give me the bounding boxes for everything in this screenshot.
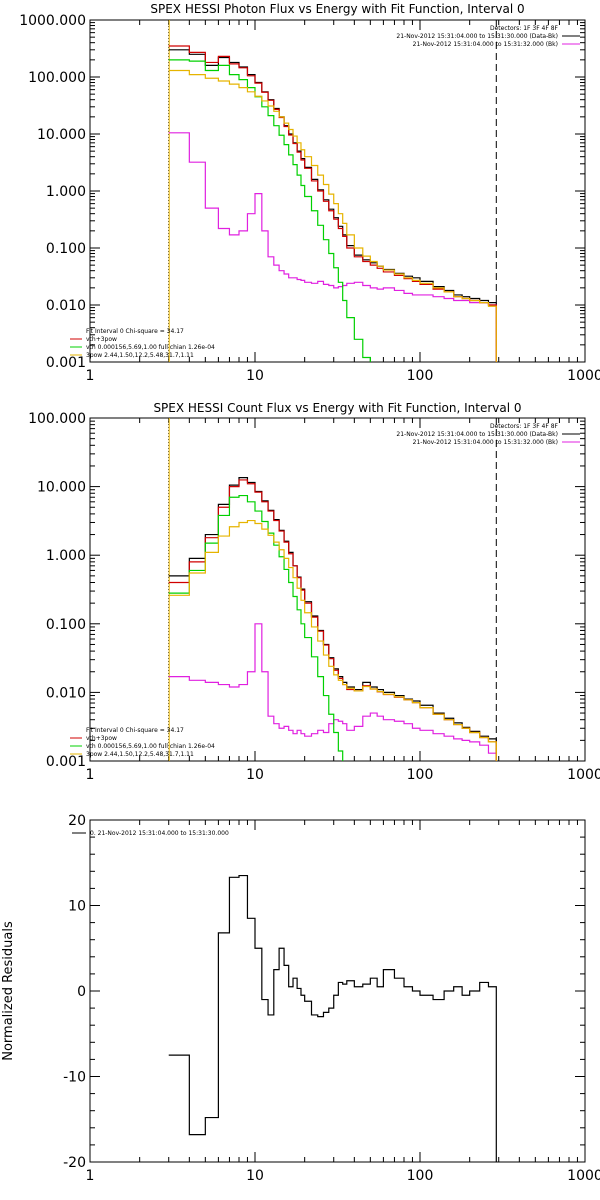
y-tick-label: 0.100 bbox=[46, 617, 86, 633]
y-tick-label: 0.001 bbox=[46, 355, 86, 371]
series-line bbox=[168, 59, 371, 362]
x-tick-label: 100 bbox=[407, 368, 434, 384]
y-axis-label: Normalized Residuals bbox=[1, 921, 16, 1061]
legend-entry: 21-Nov-2012 15:31:04.000 to 15:31:32.000… bbox=[413, 439, 558, 446]
chart-title: SPEX HESSI Photon Flux vs Energy with Fi… bbox=[150, 2, 524, 16]
series-line bbox=[168, 519, 497, 761]
series-line bbox=[168, 494, 344, 761]
x-tick-label: 1000 bbox=[567, 767, 600, 783]
y-tick-label: 0.010 bbox=[46, 685, 86, 701]
series-line bbox=[168, 69, 497, 362]
legend-entry: vth+3pow bbox=[86, 735, 117, 742]
x-tick-label: 10 bbox=[246, 767, 264, 783]
legend-entry: 3pow 2.44,1.50,12.2,5.48,31.7,1.11 bbox=[86, 352, 194, 359]
x-tick-label: 10 bbox=[246, 368, 264, 384]
y-tick-label: -10 bbox=[63, 1070, 86, 1086]
y-tick-label: 1.000 bbox=[46, 548, 86, 564]
x-tick-label: 1000 bbox=[567, 368, 600, 384]
y-tick-label: 10.000 bbox=[37, 127, 86, 143]
y-tick-label: 10.000 bbox=[37, 480, 86, 496]
chart-panel-3: 1 10 100 1000 -20 -10 0 10 20 Normalized Residual… bbox=[1, 813, 600, 1184]
series-line bbox=[168, 132, 497, 362]
plot-frame bbox=[89, 19, 586, 363]
chart-panel-1: SPEX HESSI Photon Flux vs Energy with Fi… bbox=[19, 2, 600, 384]
x-tick-label: 1 bbox=[86, 1168, 95, 1184]
y-tick-label: 100.000 bbox=[28, 411, 86, 427]
legend-entry: 3pow 2.44,1.50,12.2,5.48,31.7,1.11 bbox=[86, 751, 194, 758]
legend-entry: 21-Nov-2012 15:31:04.000 to 15:31:30.000… bbox=[396, 431, 558, 438]
legend-entry: vth 0.000156,5.69,1.00 full chian 1.26e-… bbox=[86, 344, 215, 351]
series-line bbox=[168, 45, 497, 362]
legend-entry: Fit Interval 0 Chi-square = 34.17 bbox=[86, 727, 184, 734]
legend-entry: 21-Nov-2012 15:31:04.000 to 15:31:30.000… bbox=[396, 33, 558, 40]
legend-entry: vth+3pow bbox=[86, 336, 117, 343]
legend-entry: Fit Interval 0 Chi-square = 34.17 bbox=[86, 328, 184, 335]
chart-title: SPEX HESSI Count Flux vs Energy with Fit… bbox=[153, 401, 521, 415]
legend-entry: vth 0.000156,5.69,1.00 full chian 1.26e-… bbox=[86, 743, 215, 750]
y-tick-label: 10 bbox=[68, 899, 86, 915]
y-tick-label: 0.010 bbox=[46, 298, 86, 314]
plot-frame bbox=[89, 417, 586, 762]
y-tick-label: -20 bbox=[63, 1155, 86, 1171]
y-tick-label: 20 bbox=[68, 813, 86, 829]
x-tick-label: 10 bbox=[246, 1168, 264, 1184]
legend-entry: 21-Nov-2012 15:31:04.000 to 15:31:32.000… bbox=[413, 41, 558, 48]
y-tick-label: 1000.000 bbox=[19, 13, 86, 29]
x-tick-label: 100 bbox=[407, 767, 434, 783]
legend-entry: Detectors: 1F 3F 4F 8F bbox=[490, 423, 559, 430]
legend-entry: Detectors: 1F 3F 4F 8F bbox=[490, 25, 559, 32]
x-tick-label: 1 bbox=[86, 368, 95, 384]
y-tick-label: 0.100 bbox=[46, 241, 86, 257]
y-tick-label: 0.001 bbox=[46, 754, 86, 770]
y-tick-label: 1.000 bbox=[46, 184, 86, 200]
y-tick-label: 0 bbox=[77, 984, 86, 1000]
x-tick-label: 1 bbox=[86, 767, 95, 783]
chart-panel-2: SPEX HESSI Count Flux vs Energy with Fit… bbox=[28, 401, 600, 783]
plot-frame bbox=[89, 819, 586, 1163]
series-line bbox=[168, 874, 497, 1162]
y-tick-label: 100.000 bbox=[28, 70, 86, 86]
x-tick-label: 1000 bbox=[567, 1168, 600, 1184]
x-tick-label: 100 bbox=[407, 1168, 434, 1184]
series-line bbox=[168, 623, 497, 761]
legend-entry: 0. 21-Nov-2012 15:31:04.000 to 15:31:30.… bbox=[90, 830, 229, 837]
